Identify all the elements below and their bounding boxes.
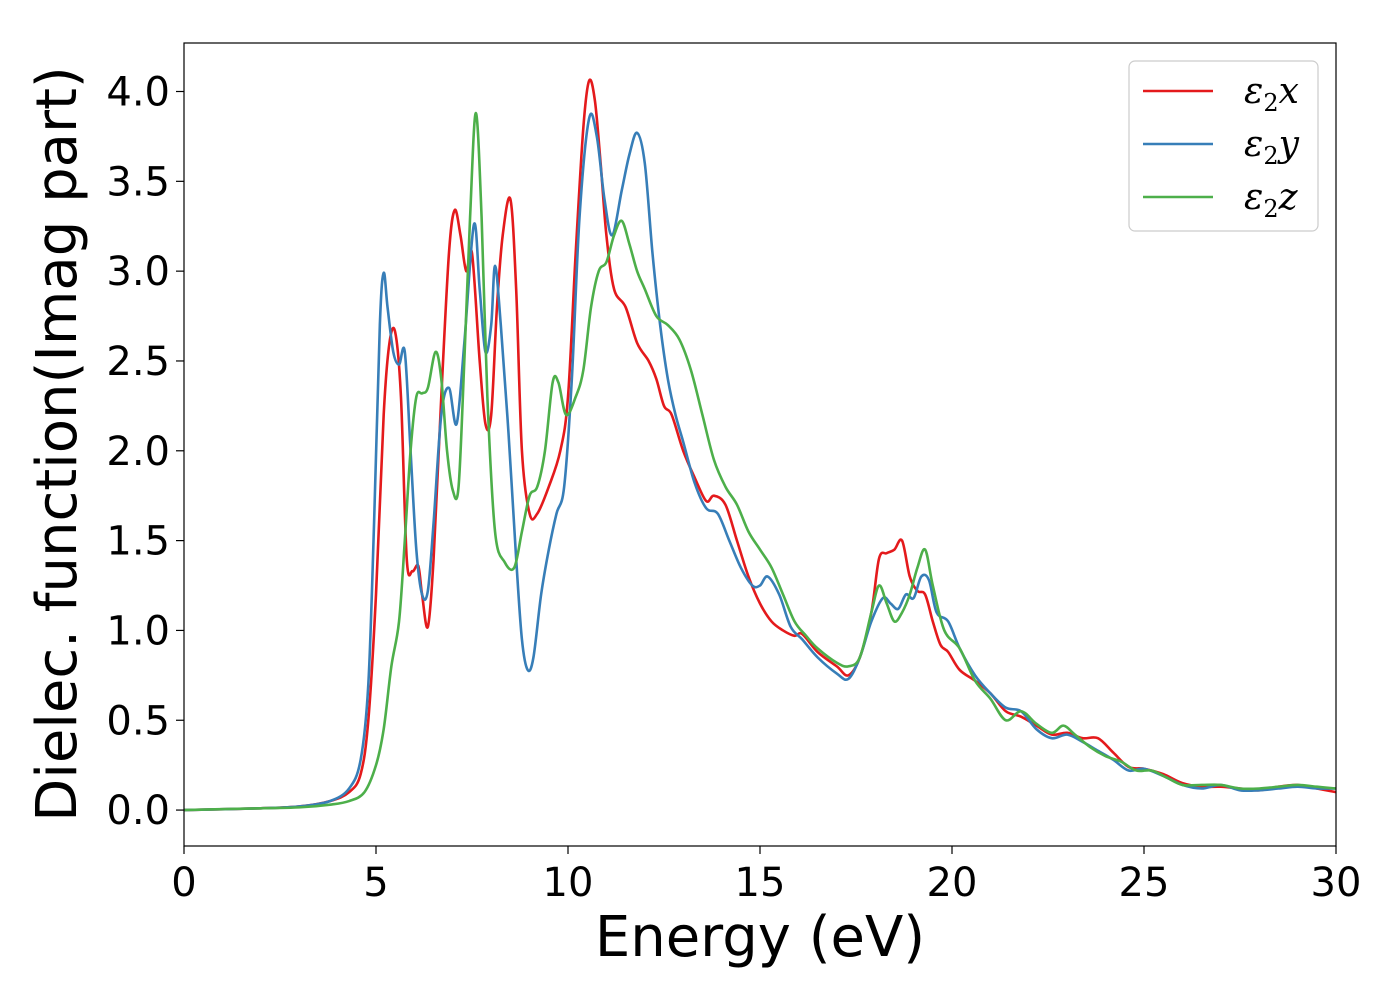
x-axis-ticks: 0 5 10 15 20 25 30 bbox=[171, 846, 1361, 906]
y-tick-label: 4.0 bbox=[106, 70, 170, 116]
legend-box bbox=[1128, 60, 1319, 232]
legend: ε2x ε2y ε2z bbox=[1128, 60, 1319, 232]
x-tick-label: 5 bbox=[363, 860, 388, 906]
x-tick-label: 0 bbox=[171, 860, 196, 906]
series-line-y bbox=[183, 112, 1337, 812]
x-tick-label: 20 bbox=[927, 860, 978, 906]
x-axis-title: Energy (eV) bbox=[595, 905, 925, 970]
x-tick-label: 25 bbox=[1119, 860, 1170, 906]
x-tick-label: 30 bbox=[1311, 860, 1362, 906]
y-tick-label: 3.5 bbox=[106, 159, 170, 205]
y-axis-title: Dielec. function(Imag part) bbox=[25, 66, 90, 822]
legend-label-x: ε2x bbox=[1244, 71, 1299, 117]
y-tick-label: 3.0 bbox=[106, 249, 170, 295]
y-tick-label: 2.5 bbox=[106, 339, 170, 385]
y-tick-label: 1.5 bbox=[106, 519, 170, 565]
x-tick-label: 15 bbox=[735, 860, 786, 906]
legend-label-z: ε2z bbox=[1244, 177, 1299, 223]
series-line-z bbox=[183, 111, 1337, 812]
y-tick-label: 0.0 bbox=[106, 788, 170, 834]
y-axis-ticks: 0.0 0.5 1.0 1.5 2.0 2.5 3.0 3.5 4.0 bbox=[106, 70, 184, 834]
y-tick-label: 1.0 bbox=[106, 608, 170, 654]
series-layer bbox=[183, 78, 1337, 812]
x-tick-label: 10 bbox=[543, 860, 594, 906]
y-tick-label: 2.0 bbox=[106, 429, 170, 475]
y-tick-label: 0.5 bbox=[106, 698, 170, 744]
legend-label-y: ε2y bbox=[1244, 124, 1300, 170]
